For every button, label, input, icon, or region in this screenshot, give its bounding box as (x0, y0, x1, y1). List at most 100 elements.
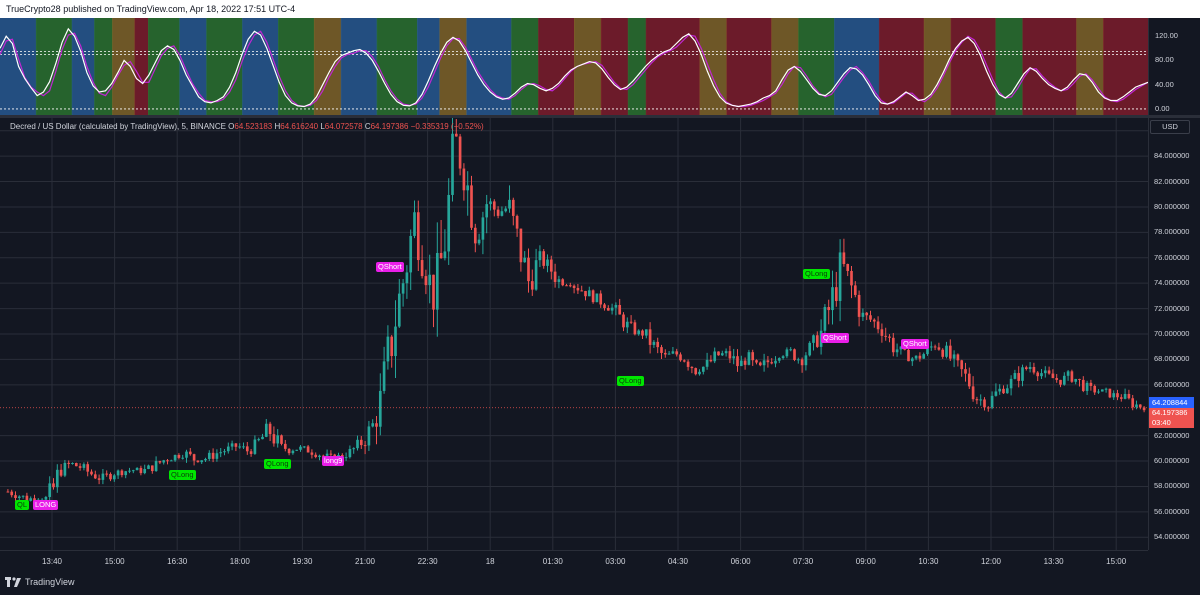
candle-body (705, 359, 709, 367)
candle-body (1093, 385, 1097, 393)
price-tick-label: 78.000000 (1154, 227, 1190, 237)
candle-body (257, 439, 261, 441)
oscillator-band (417, 18, 440, 115)
candle-body (314, 454, 318, 458)
candle-body (416, 212, 420, 261)
oscillator-pane[interactable] (0, 18, 1148, 115)
candle-body (249, 451, 253, 454)
candle-body (458, 136, 462, 169)
candle-body (910, 358, 914, 362)
price-tick-label: 74.000000 (1154, 278, 1190, 288)
candle-body (720, 353, 724, 356)
oscillator-band (538, 18, 575, 115)
publish-header: TrueCrypto28 published on TradingView.co… (0, 0, 1200, 18)
price-tick-label: 76.000000 (1154, 252, 1190, 262)
candle-body (150, 465, 154, 472)
candle-body (698, 371, 701, 375)
candle-body (1138, 404, 1142, 408)
pane-divider[interactable] (0, 115, 1200, 118)
candle-body (557, 279, 561, 282)
tradingview-logo-text: TradingView (25, 577, 75, 587)
signal-label-short: QShort (821, 333, 849, 343)
candle-body (1055, 378, 1059, 380)
candle-body (1142, 407, 1146, 411)
price-tick-label: 70.000000 (1154, 329, 1190, 338)
candle-body (432, 274, 435, 310)
candle-body (933, 346, 937, 348)
oscillator-band (179, 18, 207, 115)
candle-body (25, 495, 29, 501)
oscillator-main-line (0, 27, 1148, 108)
currency-button[interactable]: USD (1150, 120, 1190, 134)
oscillator-price-axis[interactable]: 120.00 80.00 40.00 0.00 (1148, 18, 1200, 115)
candle-body (538, 251, 542, 261)
main-price-chart[interactable] (0, 118, 1148, 550)
candle-body (154, 461, 158, 472)
candle-body (1123, 393, 1127, 399)
open-label: O (228, 122, 235, 131)
candle-body (595, 293, 599, 303)
candle-body (937, 347, 941, 350)
candle-body (280, 435, 283, 444)
candle-body (663, 352, 667, 355)
price-tick-label: 80.000000 (1154, 201, 1190, 211)
candle-body (443, 251, 447, 259)
candle-body (983, 399, 986, 408)
candle-body (1135, 404, 1138, 408)
time-tick-label: 03:00 (605, 557, 626, 566)
candle-body (21, 495, 25, 497)
candle-body (637, 330, 641, 335)
oscillator-tick-label: 80.00 (1155, 55, 1174, 65)
candle-body (55, 469, 59, 488)
symbol-description: Decred / US Dollar (calculated by Tradin… (10, 122, 226, 131)
candle-body (283, 443, 287, 449)
candle-body (774, 360, 777, 364)
candle-body (998, 388, 1002, 392)
candle-body (78, 466, 82, 468)
candle-body (515, 215, 519, 229)
time-tick-label: 22:30 (417, 557, 438, 566)
candle-body (747, 352, 751, 365)
candle-body (652, 341, 656, 345)
candle-body (105, 473, 109, 475)
candle-body (1127, 393, 1131, 399)
candle-body (546, 259, 549, 266)
price-tick-label: 56.000000 (1154, 506, 1190, 516)
candle-body (1066, 371, 1070, 376)
candle-body (473, 227, 477, 244)
candle-body (956, 354, 960, 361)
candle-body (59, 469, 63, 476)
price-axis[interactable]: 86.00000084.00000082.00000080.00000078.0… (1148, 118, 1200, 550)
candle-body (679, 354, 682, 361)
candle-body (1104, 388, 1108, 390)
candle-body (97, 478, 101, 480)
candle-body (884, 335, 888, 337)
candle-body (918, 355, 922, 359)
candle-body (451, 133, 454, 195)
candle-body (709, 359, 713, 362)
last-price-badge-red: 64.197386 03:40 (1149, 408, 1194, 428)
tradingview-logo[interactable]: TradingView (5, 577, 75, 587)
candle-body (124, 471, 128, 476)
last-price-badge-blue: 64.208844 (1149, 397, 1194, 408)
candle-body (675, 351, 679, 355)
candle-body (948, 345, 952, 359)
candle-body (185, 451, 188, 458)
candle-body (481, 217, 485, 240)
candle-body (162, 460, 166, 463)
candle-body (804, 355, 808, 366)
candle-body (1131, 398, 1135, 408)
candle-body (1009, 378, 1013, 389)
candle-body (394, 326, 397, 357)
oscillator-band (439, 18, 467, 115)
price-tick-label: 72.000000 (1154, 303, 1190, 313)
candle-body (470, 185, 473, 228)
candle-body (614, 304, 618, 308)
candle-body (869, 315, 872, 320)
candle-body (1089, 382, 1093, 386)
candle-body (428, 274, 432, 286)
candle-body (1028, 367, 1032, 370)
time-axis[interactable]: 13:40 15:00 16:30 18:00 19:30 21:00 22:30 18 01:… (0, 550, 1148, 571)
oscillator-tick-label: 120.00 (1155, 31, 1178, 41)
candle-body (158, 461, 162, 463)
